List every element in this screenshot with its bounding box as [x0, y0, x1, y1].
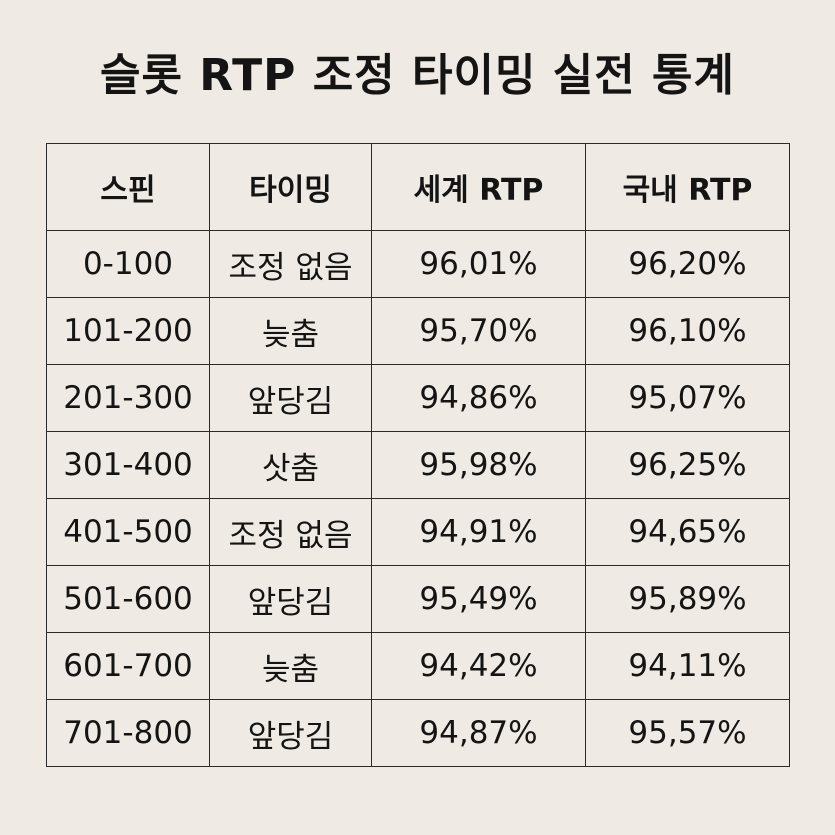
- table-row: 401-500 조정 없음 94,91% 94,65%: [46, 498, 790, 566]
- timing-cell: 앞당김: [209, 565, 372, 633]
- domestic-rtp-cell: 94,11%: [585, 632, 790, 700]
- timing-cell: 앞당김: [209, 364, 372, 432]
- table-header-row: 스핀 타이밍 세계 RTP 국내 RTP: [46, 143, 790, 231]
- timing-cell: 조정 없음: [209, 230, 372, 298]
- domestic-rtp-cell: 96,25%: [585, 431, 790, 499]
- global-rtp-cell: 94,91%: [371, 498, 586, 566]
- timing-cell: 조정 없음: [209, 498, 372, 566]
- column-header-global-rtp: 세계 RTP: [371, 143, 586, 231]
- table-body: 0-100 조정 없음 96,01% 96,20% 101-200 늦춤 95,70% 96,…: [46, 230, 790, 767]
- spin-range-cell: 601-700: [46, 632, 210, 700]
- global-rtp-cell: 95,49%: [371, 565, 586, 633]
- domestic-rtp-cell: 96,20%: [585, 230, 790, 298]
- global-rtp-cell: 94,42%: [371, 632, 586, 700]
- global-rtp-cell: 94,86%: [371, 364, 586, 432]
- page-title: 슬롯 RTP 조정 타이밍 실전 통계: [99, 50, 736, 101]
- spin-range-cell: 201-300: [46, 364, 210, 432]
- table-row: 601-700 늦춤 94,42% 94,11%: [46, 632, 790, 700]
- spin-range-cell: 701-800: [46, 699, 210, 767]
- domestic-rtp-cell: 95,89%: [585, 565, 790, 633]
- timing-cell: 늦춤: [209, 297, 372, 365]
- global-rtp-cell: 94,87%: [371, 699, 586, 767]
- spin-range-cell: 101-200: [46, 297, 210, 365]
- timing-cell: 늦춤: [209, 632, 372, 700]
- domestic-rtp-cell: 95,07%: [585, 364, 790, 432]
- table-row: 201-300 앞당김 94,86% 95,07%: [46, 364, 790, 432]
- global-rtp-cell: 95,70%: [371, 297, 586, 365]
- table-row: 101-200 늦춤 95,70% 96,10%: [46, 297, 790, 365]
- spin-range-cell: 0-100: [46, 230, 210, 298]
- domestic-rtp-cell: 95,57%: [585, 699, 790, 767]
- column-header-timing: 타이밍: [209, 143, 372, 231]
- table-row: 701-800 앞당김 94,87% 95,57%: [46, 699, 790, 767]
- timing-cell: 삿춤: [209, 431, 372, 499]
- rtp-stats-table: 스핀 타이밍 세계 RTP 국내 RTP 0-100 조정 없음 96,01% 96,…: [46, 143, 790, 767]
- spin-range-cell: 401-500: [46, 498, 210, 566]
- column-header-spin: 스핀: [46, 143, 210, 231]
- domestic-rtp-cell: 94,65%: [585, 498, 790, 566]
- spin-range-cell: 301-400: [46, 431, 210, 499]
- table-row: 0-100 조정 없음 96,01% 96,20%: [46, 230, 790, 298]
- table-row: 501-600 앞당김 95,49% 95,89%: [46, 565, 790, 633]
- timing-cell: 앞당김: [209, 699, 372, 767]
- table-row: 301-400 삿춤 95,98% 96,25%: [46, 431, 790, 499]
- domestic-rtp-cell: 96,10%: [585, 297, 790, 365]
- global-rtp-cell: 95,98%: [371, 431, 586, 499]
- global-rtp-cell: 96,01%: [371, 230, 586, 298]
- column-header-domestic-rtp: 국내 RTP: [585, 143, 790, 231]
- spin-range-cell: 501-600: [46, 565, 210, 633]
